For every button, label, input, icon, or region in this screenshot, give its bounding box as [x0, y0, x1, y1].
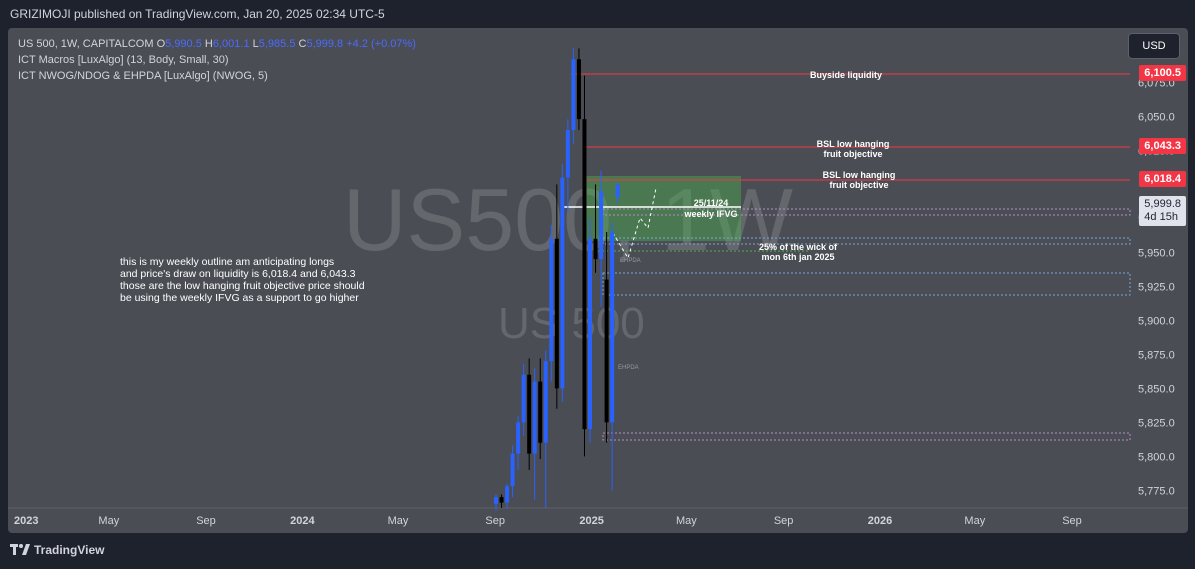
ehpda-label-2: EHPDA: [618, 365, 639, 371]
wick-label-2: mon 6th jan 2025: [761, 252, 834, 262]
candle-body: [565, 129, 570, 178]
x-tick-label: 2024: [290, 515, 315, 527]
y-tick-label: 5,950.0: [1138, 247, 1175, 259]
candle-body: [505, 486, 510, 503]
bsl1-label-1: BSL low hanging: [817, 139, 890, 149]
candle-body: [516, 422, 521, 454]
bsl2-price-tag: 6,018.4: [1139, 171, 1186, 187]
bsl1-price-tag: 6,043.3: [1139, 138, 1186, 154]
candle-body: [593, 238, 598, 260]
y-tick-label: 5,825.0: [1138, 417, 1175, 429]
buyside-price-tag: 6,100.5: [1139, 65, 1186, 81]
y-tick-label: 5,875.0: [1138, 349, 1175, 361]
current-price: 5,999.8: [1144, 198, 1181, 210]
candle-body: [576, 59, 581, 120]
publisher-text: GRIZIMOJI published on TradingView.com, …: [10, 7, 385, 21]
y-tick-label: 5,925.0: [1138, 281, 1175, 293]
ehpda-zone: [602, 432, 1131, 441]
current-price-tag: 5,999.8 4d 15h: [1139, 196, 1186, 226]
publisher-header: GRIZIMOJI published on TradingView.com, …: [0, 0, 1195, 28]
x-tick-label: 2023: [14, 515, 38, 527]
x-tick-label: Sep: [1062, 515, 1082, 527]
x-tick-label: Sep: [196, 515, 216, 527]
candle-body: [538, 381, 543, 443]
candles-group: [493, 48, 620, 511]
candle-body: [510, 453, 515, 487]
ifvg-label-2: weekly IFVG: [683, 209, 737, 219]
legend-low: 5,985.5: [258, 38, 296, 50]
x-tick-label: May: [676, 515, 697, 527]
note-line-1: this is my weekly outline am anticipatin…: [120, 256, 335, 268]
bsl2-label-2: fruit objective: [829, 180, 888, 190]
y-tick-label: 5,775.0: [1138, 485, 1175, 497]
legend-open: 5,990.5: [165, 38, 202, 50]
candle-body: [610, 231, 615, 423]
candle-body: [543, 361, 548, 443]
x-tick-label: 2025: [579, 515, 603, 527]
analysis-notes: this is my weekly outline am anticipatin…: [120, 256, 365, 304]
tradingview-logo-icon: [10, 544, 30, 555]
candle-body: [493, 497, 498, 504]
x-tick-label: Sep: [485, 515, 505, 527]
legend-low-label: L: [252, 38, 259, 50]
candle-body: [588, 238, 593, 430]
wick-label-1: 25% of the wick of: [759, 242, 838, 252]
candle-body: [599, 191, 604, 260]
watermark-small: US 500: [498, 299, 645, 348]
candle-body: [554, 238, 559, 389]
nwog-zone-3: [602, 272, 1131, 296]
x-tick-label: May: [388, 515, 409, 527]
legend-high-label: H: [204, 38, 213, 50]
y-tick-label: 5,900.0: [1138, 315, 1175, 327]
candle-body: [582, 119, 587, 430]
x-tick-label: May: [98, 515, 119, 527]
chart-legend: US 500, 1W, CAPITALCOM O5,990.5 H6,001.1…: [18, 36, 416, 84]
legend-symbol: US 500, 1W, CAPITALCOM: [18, 38, 154, 50]
tradingview-brand-text: TradingView: [34, 543, 105, 557]
y-tick-label: 5,850.0: [1138, 383, 1175, 395]
x-tick-label: May: [964, 515, 985, 527]
projection-path: [612, 187, 657, 260]
y-tick-label: 6,050.0: [1138, 111, 1175, 123]
ehpda-label-1: EHPDA: [620, 258, 641, 264]
ifvg-label-1: 25/11/24: [694, 198, 729, 208]
chart-area[interactable]: US500, 1W US 500 Buyside liquidity BSL l…: [8, 28, 1188, 533]
nwog-zone-1: [602, 208, 1131, 216]
candle-body: [521, 374, 526, 423]
x-axis: 2023 May Sep 2024 May Sep 2025 May Sep 2026 May Sep: [14, 515, 1082, 527]
legend-high: 6,001.1: [212, 38, 250, 50]
chart-svg[interactable]: US500, 1W US 500 Buyside liquidity BSL l…: [8, 28, 1188, 533]
legend-symbol-row: US 500, 1W, CAPITALCOM O5,990.5 H6,001.1…: [18, 36, 416, 52]
note-line-3: those are the low hanging fruit objectiv…: [120, 280, 365, 292]
candle-body: [549, 238, 554, 362]
legend-close: 5,999.8: [306, 38, 344, 50]
legend-open-label: O: [156, 38, 166, 50]
x-tick-label: 2026: [868, 515, 892, 527]
candle-body: [604, 279, 609, 423]
nwog-zone-2: [602, 237, 1131, 245]
bar-countdown: 4d 15h: [1144, 211, 1178, 223]
legend-close-label: C: [298, 38, 307, 50]
y-tick-label: 5,800.0: [1138, 451, 1175, 463]
buyside-liquidity-label: Buyside liquidity: [810, 70, 882, 80]
bsl2-label-1: BSL low hanging: [823, 170, 896, 180]
note-line-4: be using the weekly IFVG as a support to…: [120, 292, 359, 304]
candle-body: [615, 184, 620, 198]
candle-body: [571, 59, 576, 130]
legend-change: +4.2 (+0.07%): [346, 38, 416, 50]
tradingview-brand[interactable]: TradingView: [10, 543, 104, 557]
note-line-2: and price's draw on liquidity is 6,018.4…: [120, 268, 356, 280]
candle-body: [499, 497, 504, 503]
candle-body: [532, 381, 537, 454]
bsl1-label-2: fruit objective: [823, 149, 882, 159]
currency-button[interactable]: USD: [1128, 33, 1180, 59]
legend-indicator-1[interactable]: ICT Macros [LuxAlgo] (13, Body, Small, 3…: [18, 54, 229, 66]
candle-body: [527, 374, 532, 454]
candle-body: [560, 177, 565, 389]
footer: TradingView: [0, 533, 1195, 569]
x-tick-label: Sep: [774, 515, 794, 527]
legend-indicator-2[interactable]: ICT NWOG/NDOG & EHPDA [LuxAlgo] (NWOG, 5…: [18, 70, 268, 82]
